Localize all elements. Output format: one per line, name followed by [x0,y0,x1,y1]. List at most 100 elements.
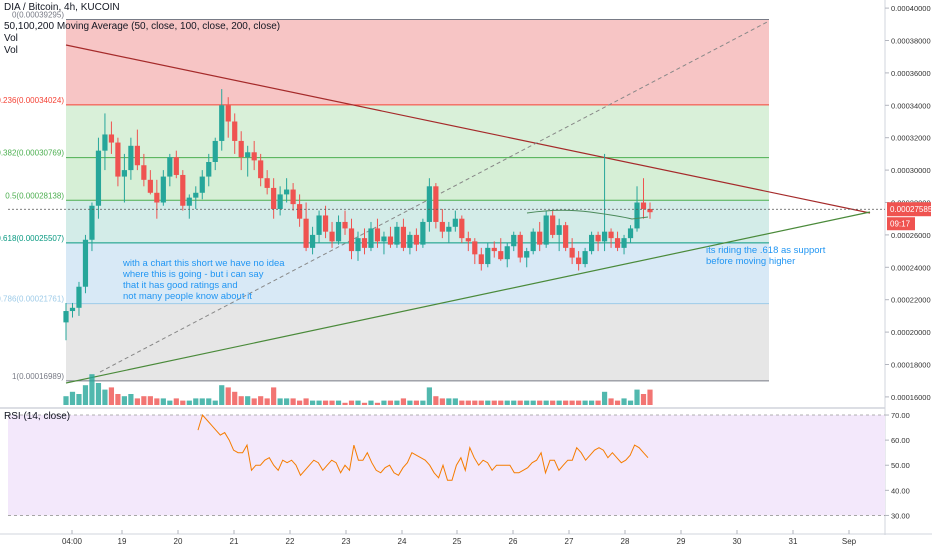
candle[interactable] [108,134,115,143]
candle[interactable] [381,236,387,242]
candle[interactable] [322,215,329,232]
volume-indicator-title-2[interactable]: Vol [4,45,18,56]
candle[interactable] [563,225,569,248]
candle[interactable] [76,286,82,308]
candle[interactable] [245,152,251,158]
candle[interactable] [459,218,465,239]
candle[interactable] [355,238,361,252]
candle[interactable] [426,186,432,222]
ma-indicator-title[interactable]: 50,100,200 Moving Average (50, close, 10… [4,21,281,32]
candle[interactable] [608,231,614,239]
candle[interactable] [537,231,543,245]
candle[interactable] [420,221,426,245]
candle[interactable] [173,157,179,175]
candle[interactable] [621,238,627,248]
candle[interactable] [400,226,407,248]
candle[interactable] [225,105,231,122]
candle[interactable] [121,170,127,177]
candle[interactable] [82,239,89,287]
candle[interactable] [186,197,192,206]
candle[interactable] [238,140,244,158]
candle[interactable] [530,231,536,252]
rsi-line[interactable] [197,413,649,481]
candle[interactable] [199,176,205,193]
candle[interactable] [394,226,400,245]
candle[interactable] [543,215,549,245]
candle[interactable] [614,238,621,248]
candle[interactable] [647,208,653,213]
candle[interactable] [465,238,471,242]
candle[interactable] [277,194,283,209]
candle[interactable] [193,192,199,198]
candle[interactable] [478,254,484,265]
candle[interactable] [504,246,510,260]
lower-trendline[interactable] [65,211,871,384]
candle[interactable] [595,234,601,242]
candle[interactable] [271,187,277,209]
candle[interactable] [316,215,322,235]
candle[interactable] [348,228,355,252]
candle[interactable] [89,205,95,240]
candle[interactable] [601,231,608,242]
candle[interactable] [154,192,160,203]
candle[interactable] [69,307,76,312]
candle[interactable] [264,178,270,188]
volume-indicator-title-1[interactable]: Vol [4,33,18,44]
candle[interactable] [206,162,212,177]
candle[interactable] [115,142,121,177]
candle[interactable] [284,189,290,195]
candle[interactable] [556,225,562,235]
candle[interactable] [446,226,452,232]
candle[interactable] [368,228,374,248]
candle[interactable] [303,218,309,248]
candle[interactable] [63,311,69,323]
candle[interactable] [627,228,634,239]
candle[interactable] [407,234,413,248]
candle[interactable] [160,176,166,203]
candle[interactable] [219,105,225,141]
candle[interactable] [147,179,153,193]
candle[interactable] [582,251,588,265]
last-price-badge[interactable] [887,202,931,217]
candle[interactable] [634,202,640,229]
candle[interactable] [309,234,316,248]
candle[interactable] [232,121,238,141]
candle[interactable] [485,247,491,265]
candle[interactable] [134,145,140,166]
candle[interactable] [212,140,218,162]
candle[interactable] [511,234,517,247]
candle[interactable] [361,238,368,248]
candle[interactable] [498,251,504,260]
rsi-title[interactable]: RSI (14, close) [4,411,71,422]
candle[interactable] [576,257,582,265]
candle[interactable] [640,202,647,209]
candle[interactable] [335,221,342,242]
candle[interactable] [180,174,186,206]
candle[interactable] [589,234,595,252]
candle[interactable] [374,228,381,242]
candle[interactable] [517,234,523,258]
candle[interactable] [439,221,445,232]
candle[interactable] [569,247,575,258]
candle[interactable] [524,251,530,258]
candle[interactable] [258,160,264,179]
candle[interactable] [297,204,303,219]
candle[interactable] [128,145,134,171]
upper-trendline[interactable] [65,44,871,214]
candle[interactable] [141,165,147,180]
candle[interactable] [387,236,394,245]
candle[interactable] [102,134,108,151]
candle[interactable] [290,189,296,205]
candle[interactable] [342,221,348,229]
candle[interactable] [413,234,419,245]
candle[interactable] [433,186,439,222]
candle[interactable] [95,150,102,206]
left-annotation[interactable]: with a chart this short we have no idea … [123,258,285,302]
candle[interactable] [167,157,173,177]
right-annotation[interactable]: its riding the .618 as support before mo… [706,245,825,267]
candle[interactable] [452,218,458,227]
candle[interactable] [491,247,497,252]
candle[interactable] [251,152,257,161]
candle[interactable] [550,215,556,235]
